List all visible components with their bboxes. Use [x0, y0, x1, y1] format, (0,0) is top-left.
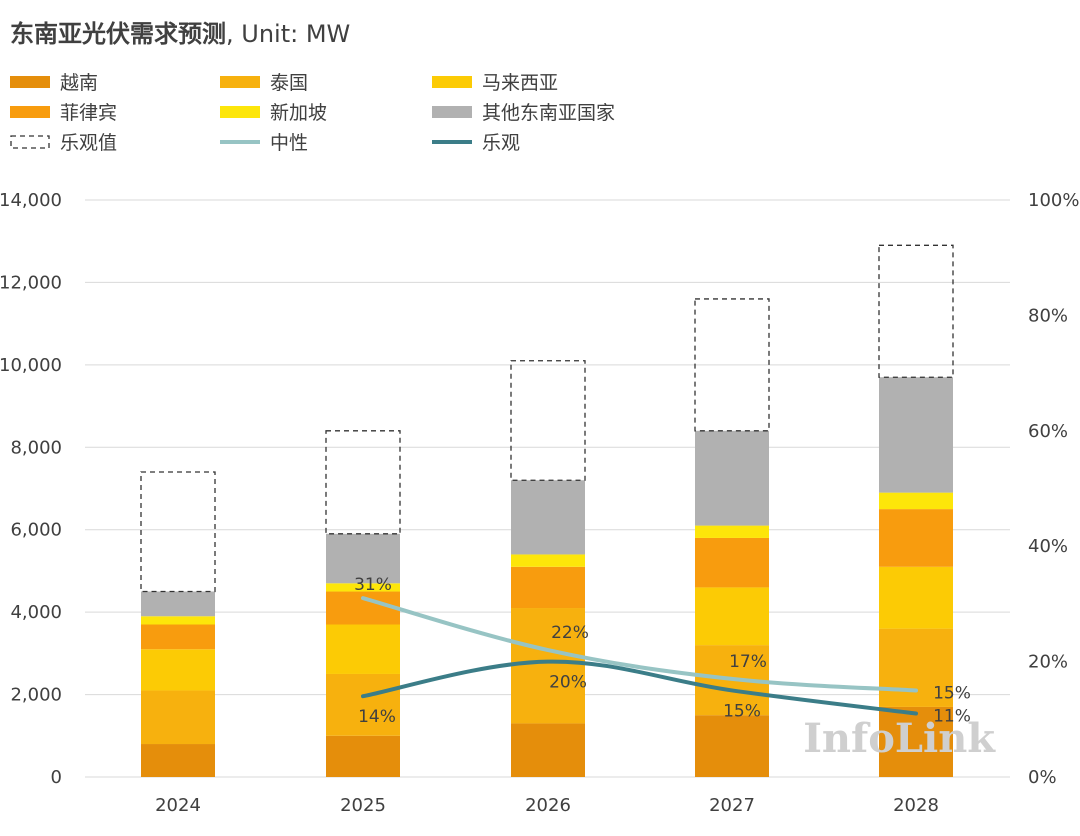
- legend-label: 泰国: [270, 72, 308, 94]
- y2-tick-label: 20%: [1028, 652, 1068, 673]
- y-tick-label: 10,000: [0, 355, 62, 376]
- legend-swatch: [432, 106, 472, 118]
- bar-segment: [695, 715, 769, 777]
- stacked-bars: [140, 244, 954, 777]
- watermark-logo: InfoLink: [803, 715, 996, 762]
- svg-text:东南亚光伏需求预测, Unit: MW: 东南亚光伏需求预测, Unit: MW: [10, 20, 350, 48]
- legend-label: 其他东南亚国家: [482, 102, 615, 124]
- axes: 0 2,000 4,000 6,000 8,000 10,000 12,000 14,000 0…: [0, 190, 1079, 816]
- bar-segment: [879, 377, 953, 493]
- legend-swatch-dashed: [10, 135, 50, 149]
- bar-segment: [879, 509, 953, 567]
- legend-swatch: [10, 106, 50, 118]
- y2-tick-label: 60%: [1028, 421, 1068, 442]
- bar-segment: [326, 735, 400, 777]
- line-data-label: 20%: [549, 673, 587, 693]
- line-data-label: 15%: [723, 701, 761, 721]
- bar-optimistic-segment: [878, 244, 954, 378]
- bar-segment: [511, 723, 585, 777]
- bar-optimistic-segment: [140, 471, 216, 593]
- bar-segment: [511, 566, 585, 609]
- bar-optimistic-segment: [325, 430, 401, 535]
- legend-label: 新加坡: [270, 102, 327, 124]
- line-data-label: 14%: [358, 707, 396, 727]
- x-tick-label: 2024: [155, 795, 201, 816]
- bar-segment: [511, 480, 585, 555]
- line-data-label: 15%: [933, 683, 971, 703]
- bar-segment: [511, 608, 585, 724]
- y2-tick-label: 0%: [1028, 767, 1057, 788]
- y-tick-label: 14,000: [0, 190, 62, 211]
- legend-swatch: [10, 76, 50, 88]
- bar-segment: [326, 673, 400, 736]
- line-data-label: 22%: [551, 623, 589, 643]
- bar-segment: [141, 624, 215, 650]
- bar-segment: [141, 649, 215, 691]
- y2-tick-label: 40%: [1028, 536, 1068, 557]
- bar-segment: [879, 628, 953, 707]
- bar-segment: [141, 744, 215, 777]
- y-tick-label: 6,000: [10, 520, 62, 541]
- y2-tick-label: 100%: [1028, 190, 1079, 211]
- line-data-label: 17%: [729, 652, 767, 672]
- bar-segment: [511, 554, 585, 567]
- legend-label: 越南: [60, 72, 98, 94]
- bar-segment: [695, 430, 769, 526]
- legend-swatch: [220, 76, 260, 88]
- bar-segment: [141, 690, 215, 745]
- bar-segment: [326, 583, 400, 592]
- bar-segment: [326, 624, 400, 674]
- x-tick-label: 2026: [525, 795, 571, 816]
- legend-label: 菲律宾: [60, 102, 117, 124]
- bar-segment: [879, 566, 953, 629]
- line-series-optimistic: [361, 659, 918, 716]
- chart-title: 东南亚光伏需求预测, Unit: MW: [10, 20, 350, 48]
- bar-segment: [695, 587, 769, 646]
- bar-segment: [141, 616, 215, 625]
- bar-optimistic-segment: [510, 360, 586, 481]
- rate-lines: 31% 22% 17% 15% 14% 20% 15% 11%: [354, 575, 971, 727]
- bar-segment: [326, 533, 400, 584]
- x-tick-label: 2025: [340, 795, 386, 816]
- legend-label: 中性: [270, 132, 308, 154]
- y-tick-label: 2,000: [10, 685, 62, 706]
- y-tick-label: 12,000: [0, 272, 62, 293]
- legend-swatch: [432, 76, 472, 88]
- y2-tick-label: 80%: [1028, 305, 1068, 326]
- bar-segment: [879, 492, 953, 510]
- bar-segment: [141, 591, 215, 617]
- bar-segment: [879, 706, 953, 777]
- y-tick-label: 8,000: [10, 437, 62, 458]
- legend-swatch: [220, 106, 260, 118]
- legend-label: 乐观: [482, 132, 520, 154]
- bar-segment: [695, 525, 769, 538]
- line-data-label: 31%: [354, 575, 392, 595]
- line-data-label: 11%: [933, 707, 971, 727]
- legend-label: 乐观值: [60, 132, 117, 154]
- bar-optimistic-segment: [694, 298, 770, 432]
- legend-label: 马来西亚: [482, 72, 558, 94]
- bar-segment: [695, 537, 769, 588]
- y-tick-label: 4,000: [10, 602, 62, 623]
- y-tick-label: 0: [51, 767, 62, 788]
- x-tick-label: 2028: [893, 795, 939, 816]
- line-series-neutral: [361, 596, 918, 693]
- x-tick-label: 2027: [709, 795, 755, 816]
- chart-title-unit: , Unit: MW: [226, 20, 350, 48]
- chart-title-main: 东南亚光伏需求预测: [10, 20, 226, 48]
